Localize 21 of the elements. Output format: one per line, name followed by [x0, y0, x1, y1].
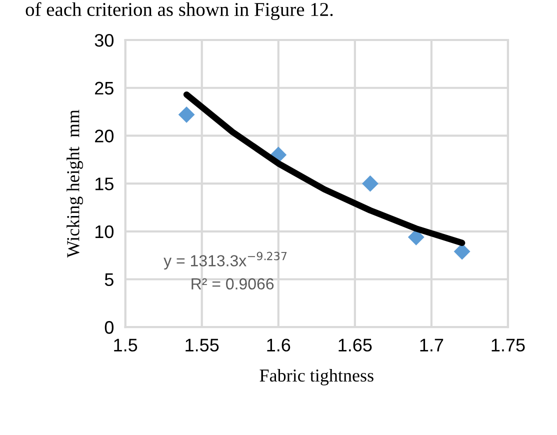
point: [454, 243, 470, 260]
y-tick-label: 15: [96, 178, 114, 190]
y-tick-label: 0: [104, 321, 114, 334]
point: [178, 106, 195, 123]
y-tick-label: 10: [96, 225, 114, 238]
text: of each criterion as shown in Figure 12.: [26, 2, 333, 20]
x-tick-label: 1.55: [186, 338, 219, 352]
x-tick-label: 1.75: [492, 338, 525, 352]
x-tick-label: 1.6: [267, 338, 290, 352]
y-tick-label: 25: [95, 82, 114, 95]
x-tick-label: 1.65: [338, 338, 372, 352]
x-axis-title: Fabric tightness: [260, 368, 374, 386]
annotation: R² = 0.9066: [192, 278, 274, 290]
annotation: y = 1313.3x$^{−9.237}$: [164, 252, 287, 270]
y-axis-title: Wicking height mm: [66, 110, 84, 258]
x-tick-label: 1.7: [420, 338, 444, 352]
y-tick-label: 5: [104, 273, 114, 286]
point: [362, 175, 378, 192]
y-tick-label: 30: [94, 34, 114, 47]
x-tick-label: 1.5: [114, 338, 138, 352]
y-tick-label: 20: [95, 130, 114, 142]
